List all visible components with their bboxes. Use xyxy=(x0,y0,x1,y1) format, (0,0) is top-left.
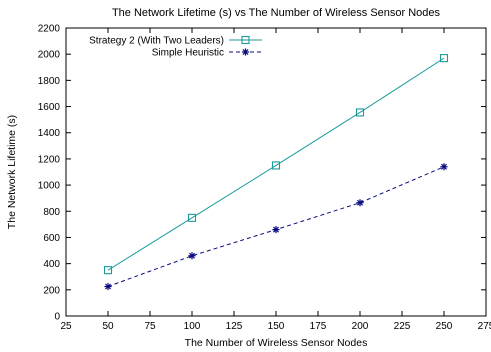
x-tick-label: 100 xyxy=(184,321,201,332)
x-axis-label: The Number of Wireless Sensor Nodes xyxy=(185,337,368,349)
y-tick-label: 1800 xyxy=(38,76,61,87)
y-tick-label: 800 xyxy=(43,207,60,218)
series-layer xyxy=(103,54,449,291)
y-tick-label: 1600 xyxy=(38,102,61,113)
series-0-point xyxy=(439,54,449,63)
x-tick-label: 175 xyxy=(310,321,327,332)
y-axis: 0 200 400 600 800 1000 1200 1400 1600 1800 2000 220… xyxy=(38,24,486,323)
y-tick-label: 200 xyxy=(43,285,60,296)
legend-marker-1 xyxy=(241,48,250,56)
chart-title: The Network Lifetime (s) vs The Number o… xyxy=(112,7,441,19)
y-tick-label: 1400 xyxy=(38,128,61,139)
x-tick-label: 150 xyxy=(268,321,285,332)
x-tick-label: 275 xyxy=(478,321,491,332)
legend-marker-0 xyxy=(241,35,250,45)
series-1-point xyxy=(104,282,112,291)
y-tick-label: 1000 xyxy=(38,181,61,192)
y-tick-label: 2200 xyxy=(38,24,61,35)
y-axis-label: The Network Lifetime (s) xyxy=(6,115,18,229)
series-0-point xyxy=(271,161,281,170)
legend-label-simple-heuristic: Simple Heuristic xyxy=(152,48,224,59)
x-axis: 25 50 75 100 125 150 175 200 225 250 275 xyxy=(60,28,491,332)
series-0-point xyxy=(187,213,197,222)
x-tick-label: 75 xyxy=(144,321,156,332)
x-tick-label: 200 xyxy=(352,321,369,332)
legend: Strategy 2 (With Two Leaders) Simple Heu… xyxy=(89,36,262,59)
x-tick-label: 50 xyxy=(102,321,114,332)
x-tick-label: 250 xyxy=(436,321,453,332)
series-1-point xyxy=(440,163,448,171)
y-tick-label: 400 xyxy=(43,259,60,270)
y-tick-label: 2000 xyxy=(38,50,61,61)
legend-label-strategy-2: Strategy 2 (With Two Leaders) xyxy=(89,36,224,47)
y-tick-label: 600 xyxy=(43,233,60,244)
series-0-point xyxy=(355,108,365,117)
series-1-point xyxy=(188,252,196,260)
y-tick-label: 0 xyxy=(54,312,60,323)
series-0-point xyxy=(103,266,113,275)
series-1-point xyxy=(356,199,364,207)
series-line-0 xyxy=(107,57,445,271)
x-tick-label: 125 xyxy=(226,321,243,332)
y-tick-label: 1200 xyxy=(38,154,61,165)
x-tick-label: 25 xyxy=(60,321,72,332)
x-tick-label: 225 xyxy=(394,321,411,332)
series-1-point xyxy=(272,226,280,234)
